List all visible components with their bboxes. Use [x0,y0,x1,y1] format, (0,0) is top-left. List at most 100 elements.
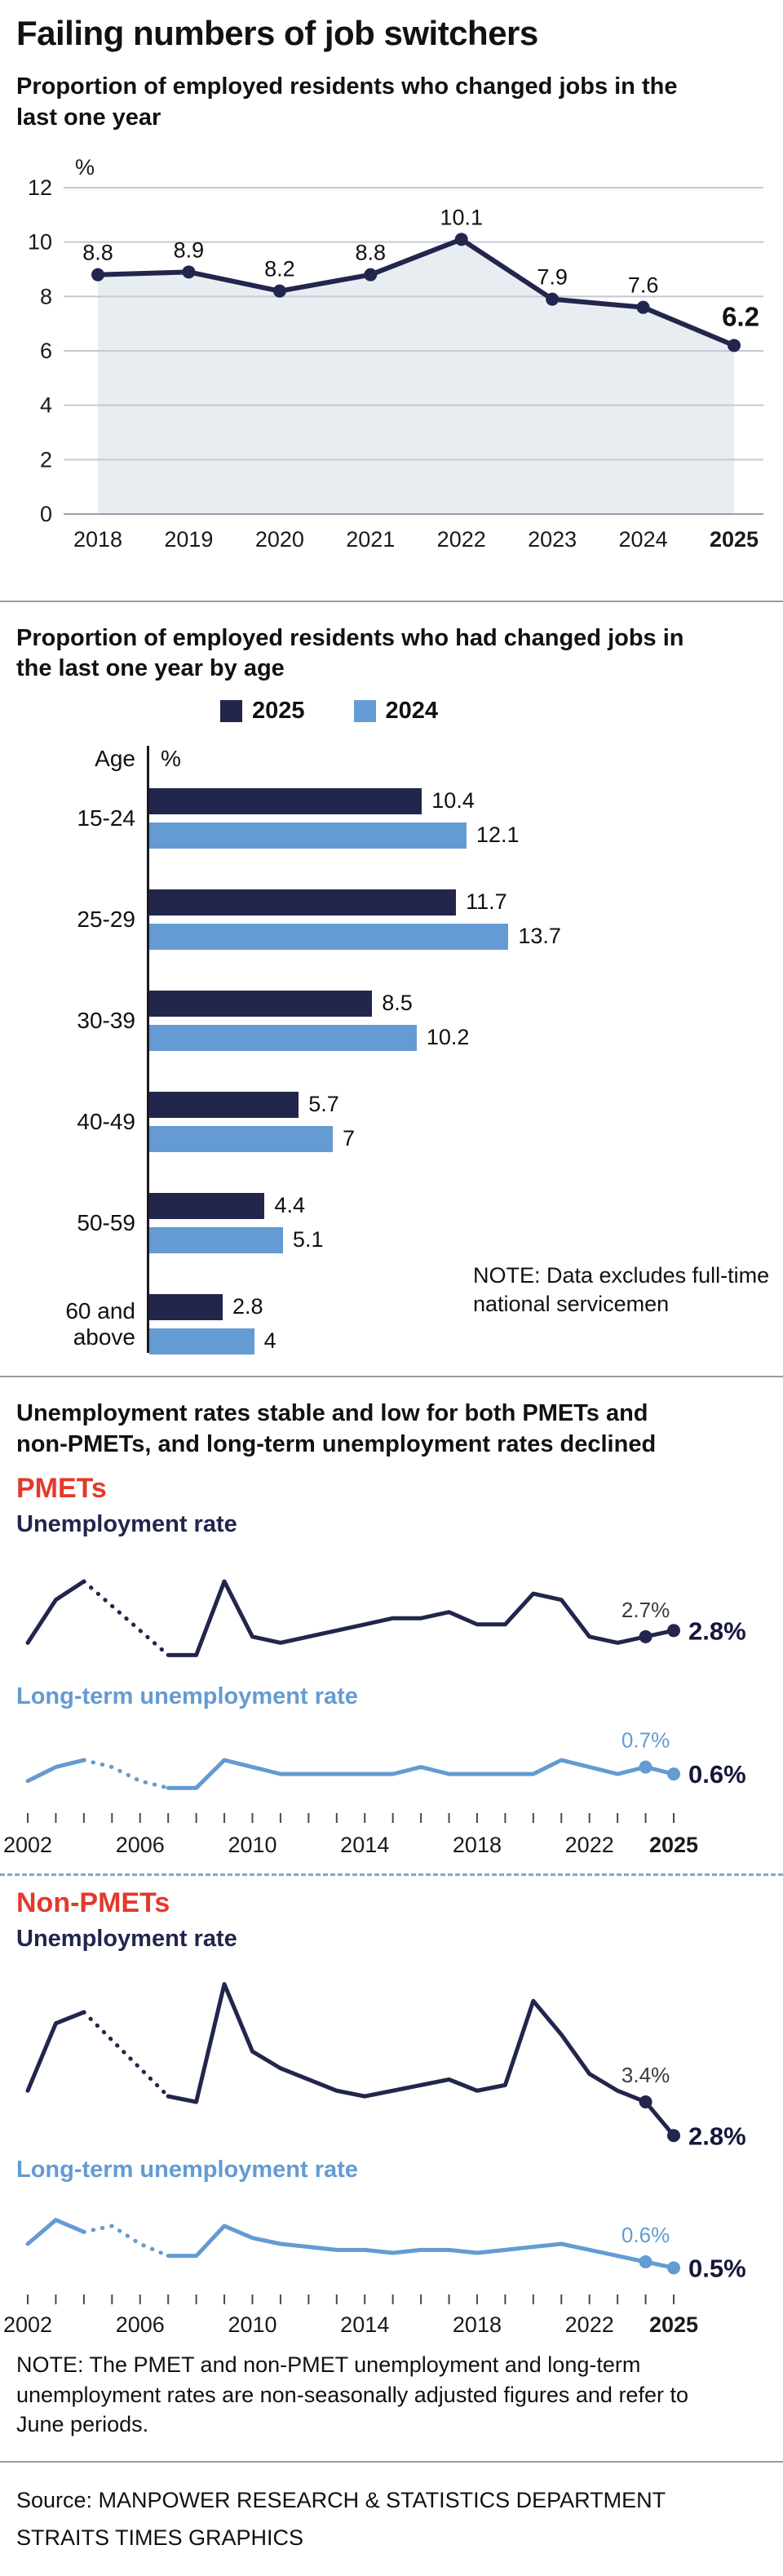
legend-swatch-2025 [220,699,242,722]
bar-row: 10.4 [149,787,767,814]
y-tick-label: 10 [28,229,52,254]
value-label: 7.6 [628,273,659,297]
end-point [667,1624,680,1638]
bar-2025 [149,990,373,1017]
end-point [667,1767,680,1781]
x-tick-label: 2002 [3,1833,52,1857]
legend-swatch-2024 [353,699,376,722]
data-point [546,292,560,306]
age-bar-pair: 11.7 13.7 [149,889,767,950]
section-divider [0,1375,783,1377]
bar-value: 13.7 [518,924,561,949]
x-tick-label: 2023 [528,527,577,552]
bar-2025 [149,1091,299,1118]
bar-row: 10.2 [149,1024,767,1051]
bar-2024 [149,1328,254,1355]
bar-value: 12.1 [476,822,520,848]
age-group: 60 and above 2.8 4 [16,1293,767,1355]
age-group: 15-24 10.4 12.1 [16,787,767,849]
x-tick-label: 2019 [164,527,213,552]
x-tick-label: 2014 [340,2312,389,2337]
x-tick-label: 2020 [255,527,304,552]
bar-2024 [149,1226,283,1253]
end-point [667,2261,680,2275]
job-switchers-heading: Proportion of employed residents who cha… [16,73,678,131]
bar-value: 10.4 [431,788,475,814]
bar-value: 4.4 [274,1193,305,1218]
age-bar-pair: 5.7 7 [149,1091,767,1152]
y-tick-label: 4 [40,392,52,417]
y-tick-label: 12 [28,175,52,200]
age-group: 40-49 5.7 7 [16,1091,767,1152]
age-group: 25-29 11.7 13.7 [16,889,767,950]
bar-row: 4 [149,1328,767,1355]
nonpmet-unemployment-label: Unemployment rate [16,1926,237,1953]
value-label: 7.9 [537,264,568,289]
age-bar-pair: 10.4 12.1 [149,787,767,849]
data-point [728,338,741,352]
age-axis-header: Age % [16,746,767,772]
dashed-divider [0,1873,783,1877]
age-bar-chart: Age % 15-24 10.4 12.1 25-29 11.7 13.7 30-39 8.5… [16,745,769,1355]
legend-label-2025: 2025 [252,697,305,724]
pmet-longterm-label: Long-term unemployment rate [16,1683,358,1710]
trend-line [25,1758,86,1784]
value-label: 8.8 [82,240,113,264]
age-group: 50-59 4.4 5.1 [16,1192,767,1253]
bar-row: 11.7 [149,889,767,916]
prev-value-label: 2.7% [622,1598,670,1622]
trend-line [25,2218,86,2246]
bar-value: 11.7 [466,889,507,915]
x-tick-label: 2022 [565,2312,614,2337]
bar-2025 [149,1192,265,1219]
nonpmet-title: Non-PMETs [16,1887,170,1919]
bar-2024 [149,1024,417,1051]
bar-row: 8.5 [149,990,767,1017]
end-point [639,2095,652,2109]
age-category-label: 30-39 [77,1007,135,1033]
legend-label-2024: 2024 [385,697,439,724]
x-tick-label: 2022 [437,527,486,552]
section-divider [0,600,783,602]
data-point [182,264,196,278]
legend: 2025 2024 [220,698,767,725]
bar-row: 13.7 [149,923,767,950]
end-point [667,2129,680,2143]
bottom-note: NOTE: The PMET and non-PMET unemployment… [16,2352,688,2437]
x-tick-label: 2014 [340,1833,389,1857]
page-title: Failing numbers of job switchers [16,14,538,52]
bar-2025 [149,889,457,916]
bar-2025 [149,1293,223,1320]
age-note: NOTE: Data excludes full-time national s… [473,1262,770,1316]
value-label: 8.8 [356,240,387,264]
x-tick-label: 2010 [228,2312,276,2337]
bar-row: 12.1 [149,822,767,849]
end-point [639,1630,652,1644]
source-line: Source: MANPOWER RESEARCH & STATISTICS D… [16,2487,666,2512]
y-tick-label: 6 [40,339,52,363]
x-tick-label: 2006 [116,1833,165,1857]
x-tick-label: 2024 [619,527,668,552]
trend-line [166,2224,676,2271]
end-point [639,2255,652,2269]
x-tick-label: 2006 [116,2312,165,2337]
bar-2024 [149,1125,333,1152]
value-label: 8.2 [264,256,295,281]
bar-value: 8.5 [382,991,413,1016]
unemployment-heading: Unemployment rates stable and low for bo… [16,1399,657,1457]
value-label: 10.1 [440,205,483,229]
bar-row: 2.8 [149,1293,767,1320]
nonpmet-unemployment-chart: 3.4% 2.8% [25,1982,746,2151]
bar-row: 5.1 [149,1226,767,1253]
area-fill [98,238,734,514]
age-group: 30-39 8.5 10.2 [16,990,767,1051]
age-category-label: 25-29 [77,906,135,932]
trend-line [25,2010,86,2094]
y-tick-label: 8 [40,284,52,308]
trend-line-dotted [82,1758,170,1791]
bar-2025 [149,787,422,814]
age-category-label: 40-49 [77,1108,135,1134]
end-point [639,1760,652,1774]
prev-value-label: 0.7% [622,1728,670,1753]
x-tick-label: 2025 [710,527,759,552]
